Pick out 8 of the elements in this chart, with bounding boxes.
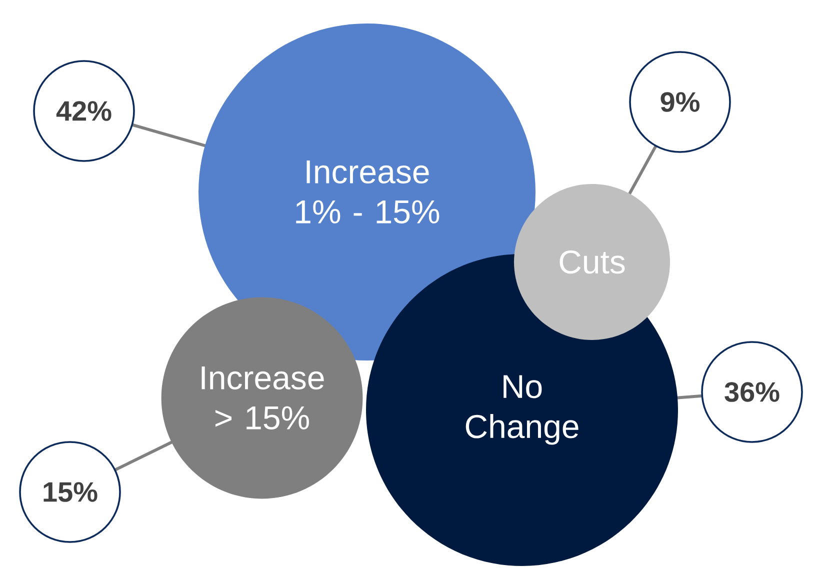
data-label: 42% — [56, 101, 112, 121]
data-label: 36% — [724, 382, 780, 402]
category-label: Increase 1% - 15% — [296, 160, 440, 224]
data-label: 15% — [44, 482, 98, 502]
category-label: Increase > 15% — [202, 366, 324, 430]
category-label: Cuts — [560, 250, 625, 274]
category-label: No Change — [466, 375, 578, 445]
data-label: 9% — [660, 92, 700, 112]
